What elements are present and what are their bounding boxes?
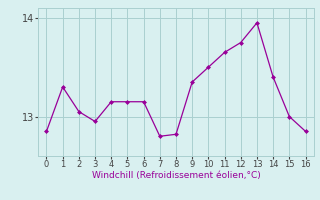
X-axis label: Windchill (Refroidissement éolien,°C): Windchill (Refroidissement éolien,°C) xyxy=(92,171,260,180)
